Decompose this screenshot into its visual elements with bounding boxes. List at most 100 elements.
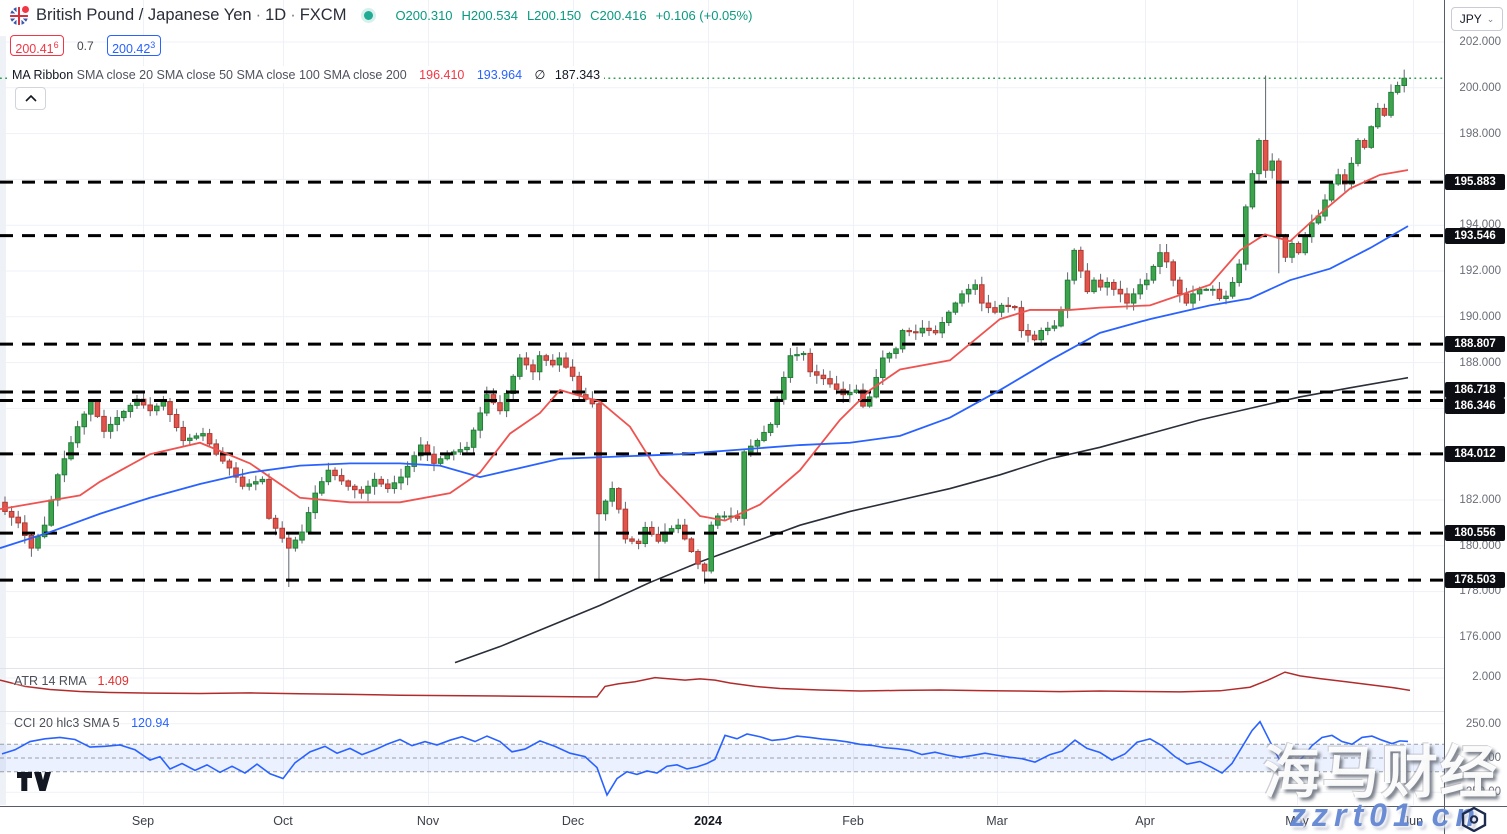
candle — [259, 478, 266, 483]
close-value: C200.416 — [590, 8, 647, 23]
candle — [847, 391, 853, 396]
candle — [1394, 85, 1401, 93]
candle — [358, 489, 365, 494]
high-value: H200.534 — [461, 8, 518, 23]
candle — [1223, 295, 1229, 299]
candle — [893, 348, 899, 354]
candle — [536, 355, 543, 373]
buy-button[interactable]: 200.423 — [106, 35, 161, 56]
price-label: 188.000 — [1459, 357, 1501, 369]
quote-bar: 200.416 0.7 200.423 — [10, 35, 161, 56]
candle — [1309, 222, 1315, 238]
candle — [1018, 307, 1025, 332]
candle — [503, 393, 510, 412]
candle — [543, 355, 550, 361]
price-level-badge: 188.807 — [1445, 336, 1505, 352]
candle — [35, 536, 41, 549]
chart-canvas[interactable] — [0, 0, 1444, 806]
watermark-chinese: 海马财经 — [1263, 741, 1499, 805]
candle — [1144, 279, 1150, 286]
candle — [1117, 288, 1124, 295]
price-axis[interactable]: JPY ⌄ 202.000 200.000 198.000 194.000 192.000… — [1444, 0, 1507, 806]
candle — [173, 414, 180, 428]
gbp-flag-icon — [10, 4, 30, 25]
candle — [398, 476, 404, 484]
market-status-icon — [364, 11, 374, 20]
sell-button[interactable]: 200.416 — [10, 35, 64, 56]
price-label: 178.000 — [1459, 585, 1501, 597]
cci-legend[interactable]: CCI 20 hlc3 SMA 5 120.94 — [14, 716, 169, 730]
ohlc-values: O200.310 H200.534 L200.150 C200.416 +0.106 (… — [395, 8, 761, 23]
price-label: 180.000 — [1459, 540, 1501, 552]
candle — [193, 435, 200, 439]
candle — [1091, 279, 1097, 293]
candle — [1295, 243, 1302, 254]
candle — [596, 403, 602, 515]
candle — [563, 357, 569, 368]
tradingview-logo[interactable] — [16, 771, 52, 793]
candle — [833, 383, 840, 390]
candle — [1071, 249, 1078, 281]
candle — [1150, 265, 1157, 281]
candle — [992, 307, 998, 313]
price-label: 182.000 — [1459, 494, 1501, 506]
candle — [1183, 293, 1190, 304]
candle — [180, 426, 186, 441]
time-axis[interactable]: Sep Oct Nov Dec 2024 Feb Mar Apr May Jun — [0, 806, 1507, 834]
candle — [1130, 293, 1137, 304]
candle — [15, 516, 21, 524]
candle — [1190, 293, 1196, 304]
atr-scale-label: 2.000 — [1472, 671, 1501, 683]
candle — [68, 442, 74, 460]
candle — [1335, 174, 1342, 185]
candle — [338, 475, 345, 482]
candle — [1289, 243, 1295, 258]
candle — [1097, 279, 1104, 288]
candle — [497, 402, 503, 412]
candle — [1203, 288, 1210, 291]
candle — [286, 537, 292, 549]
candle — [708, 524, 715, 572]
candle — [239, 476, 246, 487]
time-label: Jun — [1402, 814, 1424, 828]
price-label: 202.000 — [1459, 36, 1501, 48]
time-label: 2024 — [694, 814, 722, 828]
time-label: Sep — [131, 814, 155, 828]
candle — [965, 288, 972, 295]
cci-label: CCI 20 hlc3 SMA 5 — [14, 716, 120, 730]
ma-ribbon-legend[interactable]: MA Ribbon SMA close 20 SMA close 50 SMA … — [8, 66, 605, 83]
candle — [1104, 281, 1111, 288]
symbol-title[interactable]: British Pound / Japanese Yen · 1D · FXCM — [36, 6, 347, 24]
candle — [160, 401, 167, 407]
candle — [1005, 304, 1012, 307]
candle — [1196, 288, 1203, 295]
price-label: 192.000 — [1459, 265, 1501, 277]
watermark-url: zzrt01.cn — [1290, 797, 1481, 833]
candle — [127, 404, 134, 412]
sma50-value: 193.964 — [476, 68, 523, 82]
time-label: May — [1285, 814, 1309, 828]
candle — [266, 478, 272, 519]
candle — [107, 423, 114, 432]
candle — [312, 492, 318, 514]
candle — [530, 364, 536, 373]
candle — [616, 488, 622, 510]
candle — [385, 483, 391, 490]
candle — [523, 357, 530, 366]
candle — [649, 526, 655, 535]
candle — [622, 508, 629, 540]
candle — [629, 538, 635, 542]
currency-selector[interactable]: JPY ⌄ — [1451, 7, 1503, 31]
candle — [1342, 174, 1348, 185]
legend-collapse-button[interactable] — [15, 87, 46, 110]
chevron-down-icon: ⌄ — [1486, 13, 1495, 24]
candle — [827, 378, 833, 385]
candle — [774, 398, 781, 425]
atr-legend[interactable]: ATR 14 RMA 1.409 — [14, 674, 129, 688]
candle — [1157, 252, 1163, 267]
change-value: +0.106 (+0.05%) — [655, 8, 753, 23]
candle — [1163, 252, 1170, 263]
candle — [470, 429, 477, 448]
candle — [1078, 249, 1084, 272]
time-label: Feb — [842, 814, 864, 828]
